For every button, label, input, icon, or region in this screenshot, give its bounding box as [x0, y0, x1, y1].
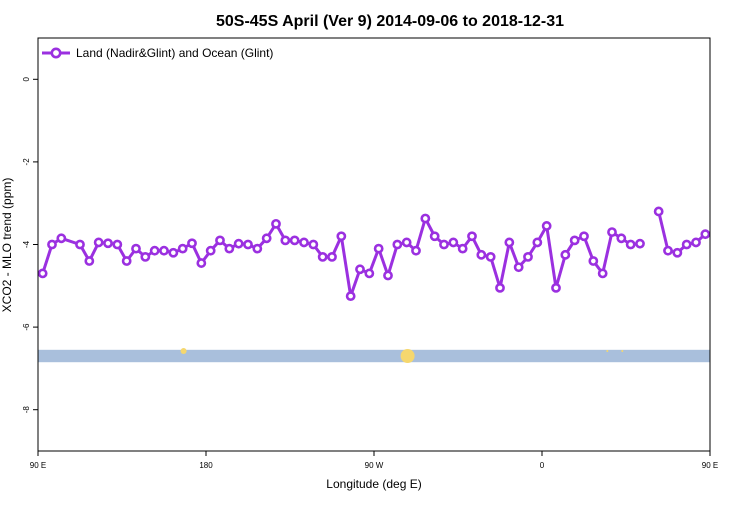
data-point-69 — [691, 237, 701, 248]
band-marker-0 — [180, 348, 187, 355]
data-point-49 — [504, 237, 515, 248]
x-tick-label-0: 90 E — [30, 461, 46, 470]
data-point-43 — [448, 237, 459, 248]
x-axis-label: Longitude (deg E) — [326, 477, 421, 491]
data-point-19 — [224, 243, 235, 254]
data-point-14 — [177, 243, 188, 254]
x-tick-label-3: 0 — [540, 461, 545, 470]
data-point-0 — [37, 268, 48, 279]
data-point-47 — [485, 251, 496, 262]
data-point-30 — [327, 251, 337, 262]
data-point-42 — [439, 239, 449, 250]
series-line-segment-0 — [41, 216, 641, 298]
data-point-60 — [607, 227, 617, 238]
data-point-70 — [700, 229, 711, 240]
data-point-37 — [392, 239, 403, 250]
data-point-16 — [196, 258, 207, 268]
data-point-61 — [616, 233, 627, 244]
reference-band-layer — [38, 348, 710, 364]
data-point-21 — [243, 239, 253, 250]
data-point-38 — [401, 237, 412, 248]
data-point-13 — [168, 247, 179, 258]
data-point-36 — [383, 270, 393, 281]
data-point-2 — [56, 233, 67, 244]
axis-layer: 90 E 180 90 W 0 90 E 0 -2 -4 -6 -8 — [22, 77, 718, 470]
data-point-56 — [569, 235, 580, 246]
legend: Land (Nadir&Glint) and Ocean (Glint) — [42, 46, 273, 60]
band-marker-2 — [606, 350, 609, 353]
data-point-50 — [513, 262, 524, 273]
data-point-46 — [476, 249, 487, 260]
data-point-32 — [345, 291, 356, 302]
y-tick-label-3: -6 — [22, 323, 31, 331]
legend-marker — [50, 47, 62, 59]
data-point-4 — [84, 256, 95, 266]
data-point-55 — [560, 249, 571, 260]
data-point-17 — [205, 245, 216, 256]
data-point-48 — [495, 282, 505, 293]
data-point-40 — [420, 213, 431, 224]
legend-label: Land (Nadir&Glint) and Ocean (Glint) — [76, 46, 273, 60]
data-point-39 — [411, 245, 421, 256]
x-tick-label-2: 90 W — [365, 461, 384, 470]
data-point-18 — [215, 235, 225, 246]
data-point-33 — [355, 264, 365, 275]
data-point-52 — [532, 237, 543, 248]
data-point-24 — [271, 218, 281, 229]
data-point-9 — [131, 243, 141, 254]
data-point-41 — [429, 231, 440, 242]
data-point-23 — [261, 233, 272, 244]
data-point-22 — [252, 243, 263, 254]
x-tick-label-4: 90 E — [702, 461, 718, 470]
data-point-3 — [75, 239, 85, 250]
data-point-29 — [317, 251, 328, 262]
data-point-34 — [364, 268, 375, 279]
chart-title: 50S-45S April (Ver 9) 2014-09-06 to 2018… — [216, 13, 564, 30]
data-point-59 — [597, 268, 608, 279]
y-tick-label-4: -8 — [22, 406, 31, 414]
series-layer — [37, 206, 711, 302]
data-point-11 — [149, 245, 160, 256]
band-marker-1 — [400, 349, 415, 364]
data-point-66 — [663, 245, 673, 256]
data-point-35 — [373, 243, 384, 254]
data-point-6 — [103, 238, 113, 249]
band-marker-3 — [621, 350, 624, 353]
data-point-26 — [289, 235, 300, 246]
data-point-5 — [93, 237, 104, 248]
data-point-45 — [467, 231, 477, 242]
reference-band — [38, 349, 710, 363]
y-tick-label-1: -2 — [22, 158, 31, 166]
data-point-8 — [121, 256, 132, 266]
y-tick-label-2: -4 — [22, 240, 31, 248]
data-point-57 — [579, 231, 589, 242]
data-point-7 — [112, 239, 123, 250]
data-point-20 — [233, 238, 244, 249]
data-point-28 — [308, 239, 319, 250]
data-point-53 — [541, 221, 552, 231]
data-point-54 — [551, 282, 561, 293]
data-point-65 — [653, 206, 664, 217]
data-point-10 — [140, 251, 151, 262]
data-point-58 — [588, 256, 599, 266]
data-point-31 — [336, 231, 347, 242]
x-tick-label-1: 180 — [199, 461, 213, 470]
data-point-63 — [635, 238, 645, 249]
data-point-62 — [625, 239, 636, 250]
data-point-12 — [159, 245, 169, 256]
y-tick-label-0: 0 — [22, 77, 31, 82]
data-point-1 — [47, 239, 57, 250]
data-point-15 — [187, 238, 197, 249]
data-point-51 — [523, 251, 533, 262]
y-axis-label: XCO2 - MLO trend (ppm) — [0, 178, 14, 313]
data-point-27 — [299, 237, 309, 248]
data-point-68 — [681, 239, 692, 250]
data-point-44 — [457, 243, 468, 254]
data-point-25 — [280, 235, 291, 246]
data-point-67 — [672, 247, 683, 258]
